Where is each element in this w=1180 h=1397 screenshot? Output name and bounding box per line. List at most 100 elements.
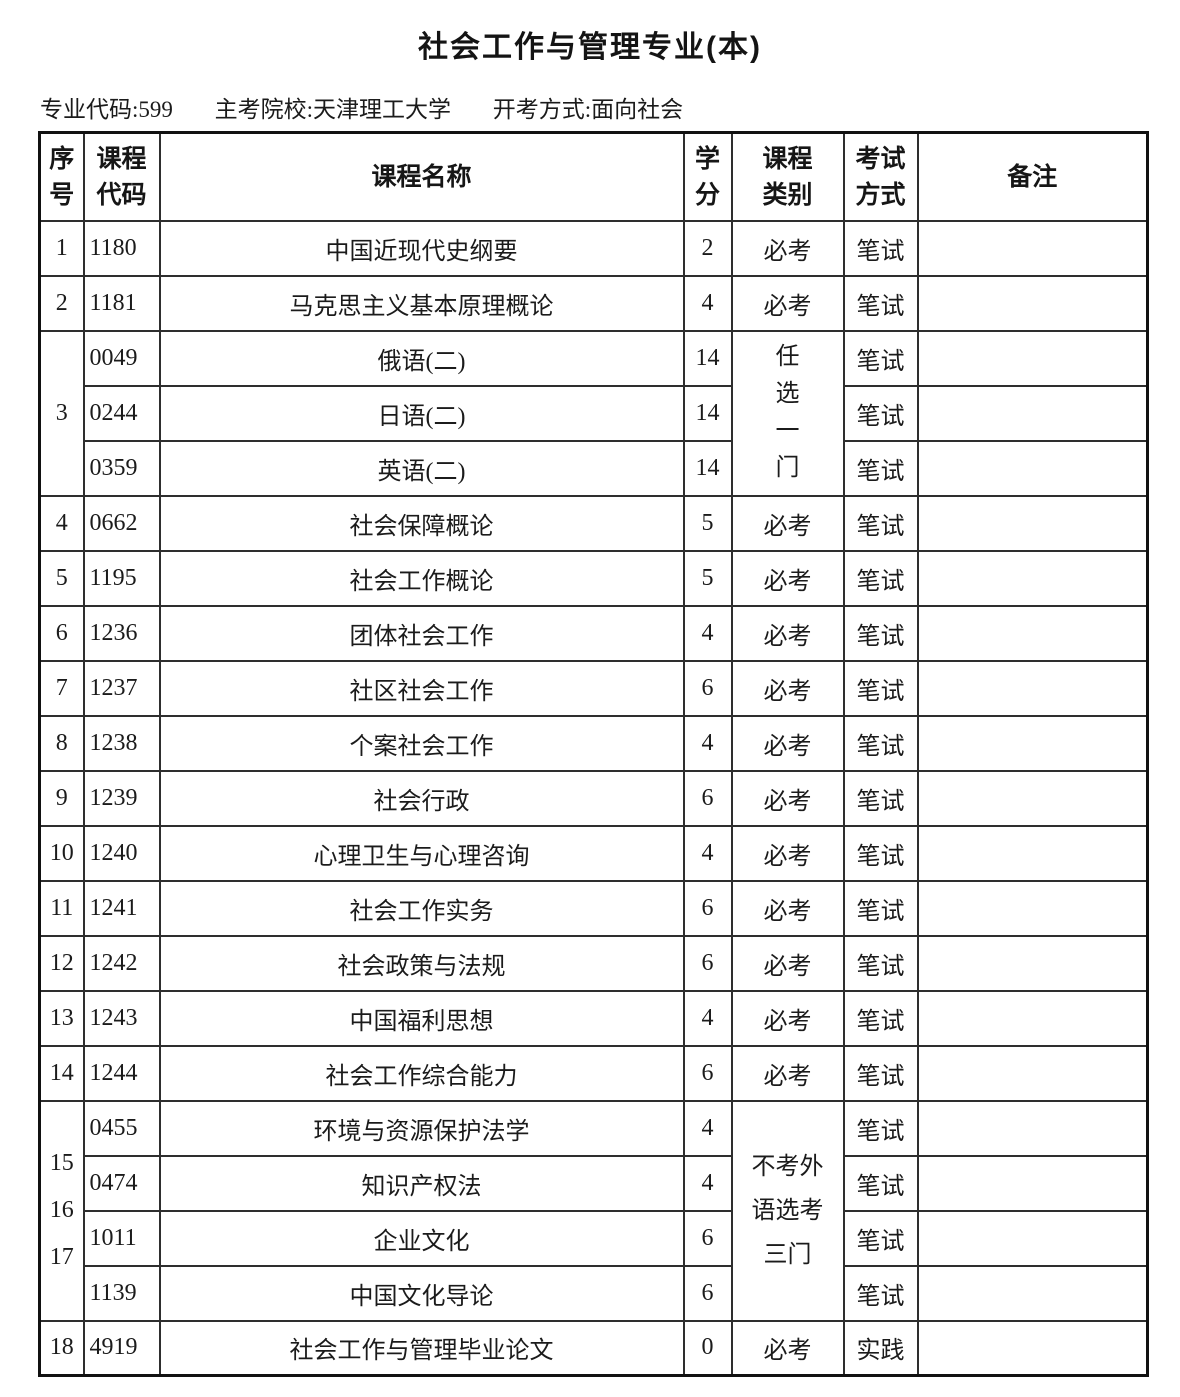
cell-category: 必考 <box>730 824 845 882</box>
cell-code: 1241 <box>82 879 161 937</box>
cell-credit: 6 <box>682 934 733 992</box>
table-row-4: 0244 日语(二) 14 笔试 <box>40 384 1149 442</box>
table-row-7: 5 1195 社会工作概论 5 必考 笔试 <box>38 549 1149 607</box>
cell-name: 环境与资源保护法学 <box>158 1099 685 1157</box>
cell-note <box>916 879 1149 937</box>
cell-category: 必考 <box>730 1044 845 1102</box>
cell-note <box>916 494 1149 552</box>
table-row-3: 3 0049 俄语(二) 14 任 选 一 门笔试 <box>38 329 1149 497</box>
cell-exam: 笔试 <box>842 274 919 332</box>
cell-category: 必考 <box>730 494 845 552</box>
cell-seq: 1 <box>38 219 85 277</box>
cell-exam: 笔试 <box>842 1099 919 1157</box>
cell-code: 1240 <box>82 824 161 882</box>
table-row-10: 8 1238 个案社会工作 4 必考 笔试 <box>38 714 1149 772</box>
header-exam: 考试 方式 <box>842 131 919 222</box>
cell-seq: 13 <box>38 989 85 1047</box>
cell-code: 0049 <box>82 329 161 387</box>
table-row-11: 9 1239 社会行政 6 必考 笔试 <box>38 769 1149 827</box>
cell-name: 社会工作实务 <box>158 879 685 937</box>
cell-credit: 4 <box>682 1154 733 1212</box>
cell-exam: 笔试 <box>842 1044 919 1102</box>
cell-code: 1195 <box>82 549 161 607</box>
cell-exam: 笔试 <box>842 219 919 277</box>
cell-credit: 6 <box>682 1044 733 1102</box>
cell-note <box>916 659 1149 717</box>
cell-code: 1236 <box>82 604 161 662</box>
cell-note <box>916 934 1149 992</box>
cell-code: 1239 <box>82 769 161 827</box>
cell-category: 必考 <box>730 934 845 992</box>
cell-credit: 6 <box>682 879 733 937</box>
table-row-19: 1011 企业文化 6 笔试 <box>40 1209 1149 1267</box>
cell-seq: 15 16 17 <box>38 1099 85 1322</box>
cell-name: 企业文化 <box>158 1209 685 1267</box>
cell-note <box>916 769 1149 827</box>
table-row-21: 18 4919 社会工作与管理毕业论文 0 必考 实践 <box>38 1319 1149 1377</box>
cell-seq: 4 <box>38 494 85 552</box>
cell-code: 4919 <box>82 1319 161 1377</box>
cell-name: 中国近现代史纲要 <box>158 219 685 277</box>
cell-category: 必考 <box>730 219 845 277</box>
cell-exam: 笔试 <box>842 384 919 442</box>
cell-seq: 8 <box>38 714 85 772</box>
table-row-18: 0474 知识产权法 4 笔试 <box>40 1154 1149 1212</box>
cell-credit: 4 <box>682 714 733 772</box>
cell-category: 必考 <box>730 714 845 772</box>
cell-code: 0455 <box>82 1099 161 1157</box>
cell-note <box>916 1209 1149 1267</box>
cell-credit: 5 <box>682 494 733 552</box>
cell-code: 0359 <box>82 439 161 497</box>
cell-exam: 笔试 <box>842 439 919 497</box>
cell-exam: 笔试 <box>842 824 919 882</box>
table-row-12: 10 1240 心理卫生与心理咨询 4 必考 笔试 <box>38 824 1149 882</box>
cell-category: 必考 <box>730 274 845 332</box>
cell-credit: 4 <box>682 824 733 882</box>
cell-exam: 笔试 <box>842 1209 919 1267</box>
table-row-1: 1 1180 中国近现代史纲要 2 必考 笔试 <box>38 219 1149 277</box>
cell-exam: 笔试 <box>842 549 919 607</box>
cell-note <box>916 1154 1149 1212</box>
cell-credit: 4 <box>682 989 733 1047</box>
table-row-15: 13 1243 中国福利思想 4 必考 笔试 <box>38 989 1149 1047</box>
cell-category: 必考 <box>730 769 845 827</box>
cell-note <box>916 1319 1149 1377</box>
cell-credit: 6 <box>682 659 733 717</box>
cell-category: 必考 <box>730 989 845 1047</box>
cell-note <box>916 549 1149 607</box>
cell-name: 社会工作概论 <box>158 549 685 607</box>
cell-credit: 0 <box>682 1319 733 1377</box>
cell-name: 俄语(二) <box>158 329 685 387</box>
cell-credit: 4 <box>682 1099 733 1157</box>
cell-code: 1238 <box>82 714 161 772</box>
cell-note <box>916 329 1149 387</box>
header-note: 备注 <box>916 131 1149 222</box>
cell-seq: 5 <box>38 549 85 607</box>
table-row-14: 12 1242 社会政策与法规 6 必考 笔试 <box>38 934 1149 992</box>
page-title: 社会工作与管理专业(本) <box>418 31 762 64</box>
cell-name: 社会政策与法规 <box>158 934 685 992</box>
cell-seq: 12 <box>38 934 85 992</box>
cell-code: 1243 <box>82 989 161 1047</box>
cell-category: 必考 <box>730 549 845 607</box>
cell-credit: 14 <box>682 439 733 497</box>
cell-credit: 6 <box>682 1264 733 1322</box>
cell-credit: 6 <box>682 1209 733 1267</box>
cell-seq: 3 <box>38 329 85 497</box>
cell-credit: 4 <box>682 274 733 332</box>
cell-code: 1139 <box>82 1264 161 1322</box>
cell-seq: 6 <box>38 604 85 662</box>
cell-seq: 18 <box>38 1319 85 1377</box>
table-row-2: 2 1181 马克思主义基本原理概论 4 必考 笔试 <box>38 274 1149 332</box>
header-seq: 序 号 <box>38 131 85 222</box>
table-row-13: 11 1241 社会工作实务 6 必考 笔试 <box>38 879 1149 937</box>
header-credit: 学 分 <box>682 131 733 222</box>
meta-host-university: 主考院校:天津理工大学 <box>214 97 452 122</box>
cell-exam: 笔试 <box>842 934 919 992</box>
cell-exam: 笔试 <box>842 329 919 387</box>
meta-line: 专业代码:599 主考院校:天津理工大学 开考方式:面向社会 <box>40 90 1180 124</box>
cell-category: 不考外 语选考 三门 <box>730 1099 845 1322</box>
cell-code: 1237 <box>82 659 161 717</box>
cell-note <box>916 1044 1149 1102</box>
cell-note <box>916 824 1149 882</box>
